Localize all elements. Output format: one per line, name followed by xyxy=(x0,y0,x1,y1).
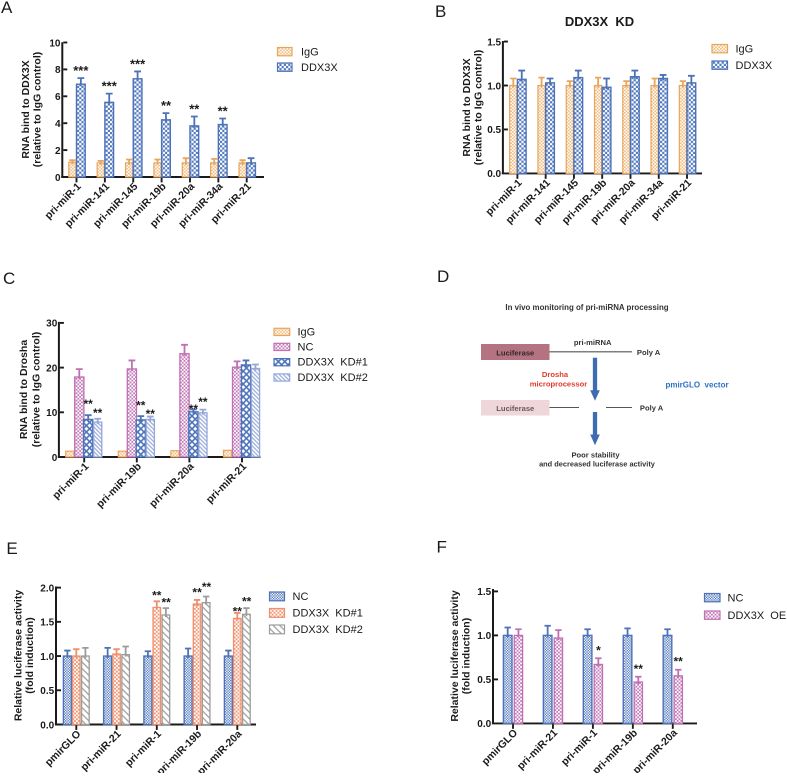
svg-text:DDX3X KD#2: DDX3X KD#2 xyxy=(293,624,363,636)
svg-text:0.0: 0.0 xyxy=(477,719,491,730)
svg-text:B: B xyxy=(435,2,446,21)
svg-text:**: ** xyxy=(152,588,162,602)
svg-text:(fold induction): (fold induction) xyxy=(461,618,473,694)
svg-text:2: 2 xyxy=(55,146,61,157)
svg-text:E: E xyxy=(6,539,17,558)
svg-text:1.0: 1.0 xyxy=(40,652,54,663)
svg-text:A: A xyxy=(1,0,13,17)
svg-text:0.0: 0.0 xyxy=(40,720,54,731)
svg-text:**: ** xyxy=(189,102,200,117)
svg-text:DDX3X: DDX3X xyxy=(301,62,338,74)
svg-text:**: ** xyxy=(162,595,172,609)
svg-text:microprocessor: microprocessor xyxy=(530,379,587,388)
svg-text:RNA bind to DDX3X: RNA bind to DDX3X xyxy=(461,58,473,156)
svg-text:In vivo monitoring of pri-miRN: In vivo monitoring of pri-miRNA processi… xyxy=(505,303,668,312)
svg-text:0: 0 xyxy=(55,173,61,184)
svg-text:(relative to IgG control): (relative to IgG control) xyxy=(32,52,44,168)
svg-text:and decreased luciferase activ: and decreased luciferase activity xyxy=(539,460,656,469)
svg-text:DDX3X OE: DDX3X OE xyxy=(728,610,787,622)
svg-text:(fold induction): (fold induction) xyxy=(24,617,36,693)
svg-text:**: ** xyxy=(242,595,252,609)
svg-text:**: ** xyxy=(634,662,644,676)
svg-text:pri-miRNA: pri-miRNA xyxy=(574,338,612,347)
svg-text:4: 4 xyxy=(55,119,61,130)
svg-text:DDX3X KD#1: DDX3X KD#1 xyxy=(293,608,363,620)
svg-text:***: *** xyxy=(102,79,118,94)
svg-text:pmirGLO vector: pmirGLO vector xyxy=(665,381,728,390)
svg-text:IgG: IgG xyxy=(301,47,319,59)
svg-text:30: 30 xyxy=(46,319,58,330)
svg-text:**: ** xyxy=(136,398,146,412)
svg-text:8: 8 xyxy=(55,65,61,76)
svg-text:**: ** xyxy=(233,604,243,618)
svg-text:NC: NC xyxy=(293,591,309,603)
svg-text:0: 0 xyxy=(52,453,58,464)
svg-text:**: ** xyxy=(84,397,94,411)
svg-text:Relative luciferase activity: Relative luciferase activity xyxy=(449,590,461,721)
svg-text:0.5: 0.5 xyxy=(40,686,54,697)
svg-text:**: ** xyxy=(198,395,208,409)
svg-text:Poor stability: Poor stability xyxy=(571,451,620,460)
svg-text:IgG: IgG xyxy=(736,44,754,56)
svg-text:(relative to IgG control): (relative to IgG control) xyxy=(31,332,43,448)
svg-text:DDX3X: DDX3X xyxy=(736,60,773,72)
svg-text:1.5: 1.5 xyxy=(487,37,501,48)
svg-text:**: ** xyxy=(202,580,212,594)
svg-text:NC: NC xyxy=(298,341,314,353)
svg-text:DDX3X KD: DDX3X KD xyxy=(565,14,634,29)
svg-text:**: ** xyxy=(189,402,199,416)
svg-text:D: D xyxy=(437,267,449,286)
svg-text:Poly A: Poly A xyxy=(637,348,661,357)
svg-text:0.5: 0.5 xyxy=(487,125,501,136)
svg-text:*: * xyxy=(596,643,601,657)
svg-text:Luciferase: Luciferase xyxy=(496,348,534,357)
svg-text:***: *** xyxy=(73,63,89,78)
svg-text:2.0: 2.0 xyxy=(40,583,54,594)
svg-text:C: C xyxy=(3,269,15,288)
svg-text:Luciferase: Luciferase xyxy=(496,404,534,413)
svg-text:1.5: 1.5 xyxy=(40,618,54,629)
svg-text:6: 6 xyxy=(55,92,61,103)
svg-text:NC: NC xyxy=(728,593,744,605)
svg-text:F: F xyxy=(437,538,447,557)
svg-text:1.5: 1.5 xyxy=(477,587,491,598)
svg-text:1.0: 1.0 xyxy=(487,81,501,92)
svg-text:RNA bind to DDX3X: RNA bind to DDX3X xyxy=(20,60,32,158)
svg-text:Drosha: Drosha xyxy=(542,370,569,379)
svg-text:20: 20 xyxy=(46,363,58,374)
svg-text:**: ** xyxy=(218,104,229,119)
svg-text:0.5: 0.5 xyxy=(477,675,491,686)
svg-text:DDX3X KD#2: DDX3X KD#2 xyxy=(298,372,368,384)
svg-text:**: ** xyxy=(93,406,103,420)
svg-text:**: ** xyxy=(192,585,202,599)
svg-text:RNA bind to Drosha: RNA bind to Drosha xyxy=(18,340,30,440)
svg-text:Poly A: Poly A xyxy=(640,404,664,413)
svg-text:IgG: IgG xyxy=(298,326,316,338)
svg-text:***: *** xyxy=(130,56,146,71)
svg-text:**: ** xyxy=(674,655,684,669)
svg-text:DDX3X KD#1: DDX3X KD#1 xyxy=(298,357,368,369)
svg-text:1.0: 1.0 xyxy=(477,631,491,642)
svg-text:0.0: 0.0 xyxy=(487,169,501,180)
svg-text:**: ** xyxy=(161,98,172,113)
svg-text:10: 10 xyxy=(49,38,61,49)
svg-text:10: 10 xyxy=(46,408,58,419)
svg-text:Relative luciferase activity: Relative luciferase activity xyxy=(13,590,25,721)
svg-text:(relative to IgG control): (relative to IgG control) xyxy=(473,50,485,166)
svg-text:**: ** xyxy=(146,407,156,421)
